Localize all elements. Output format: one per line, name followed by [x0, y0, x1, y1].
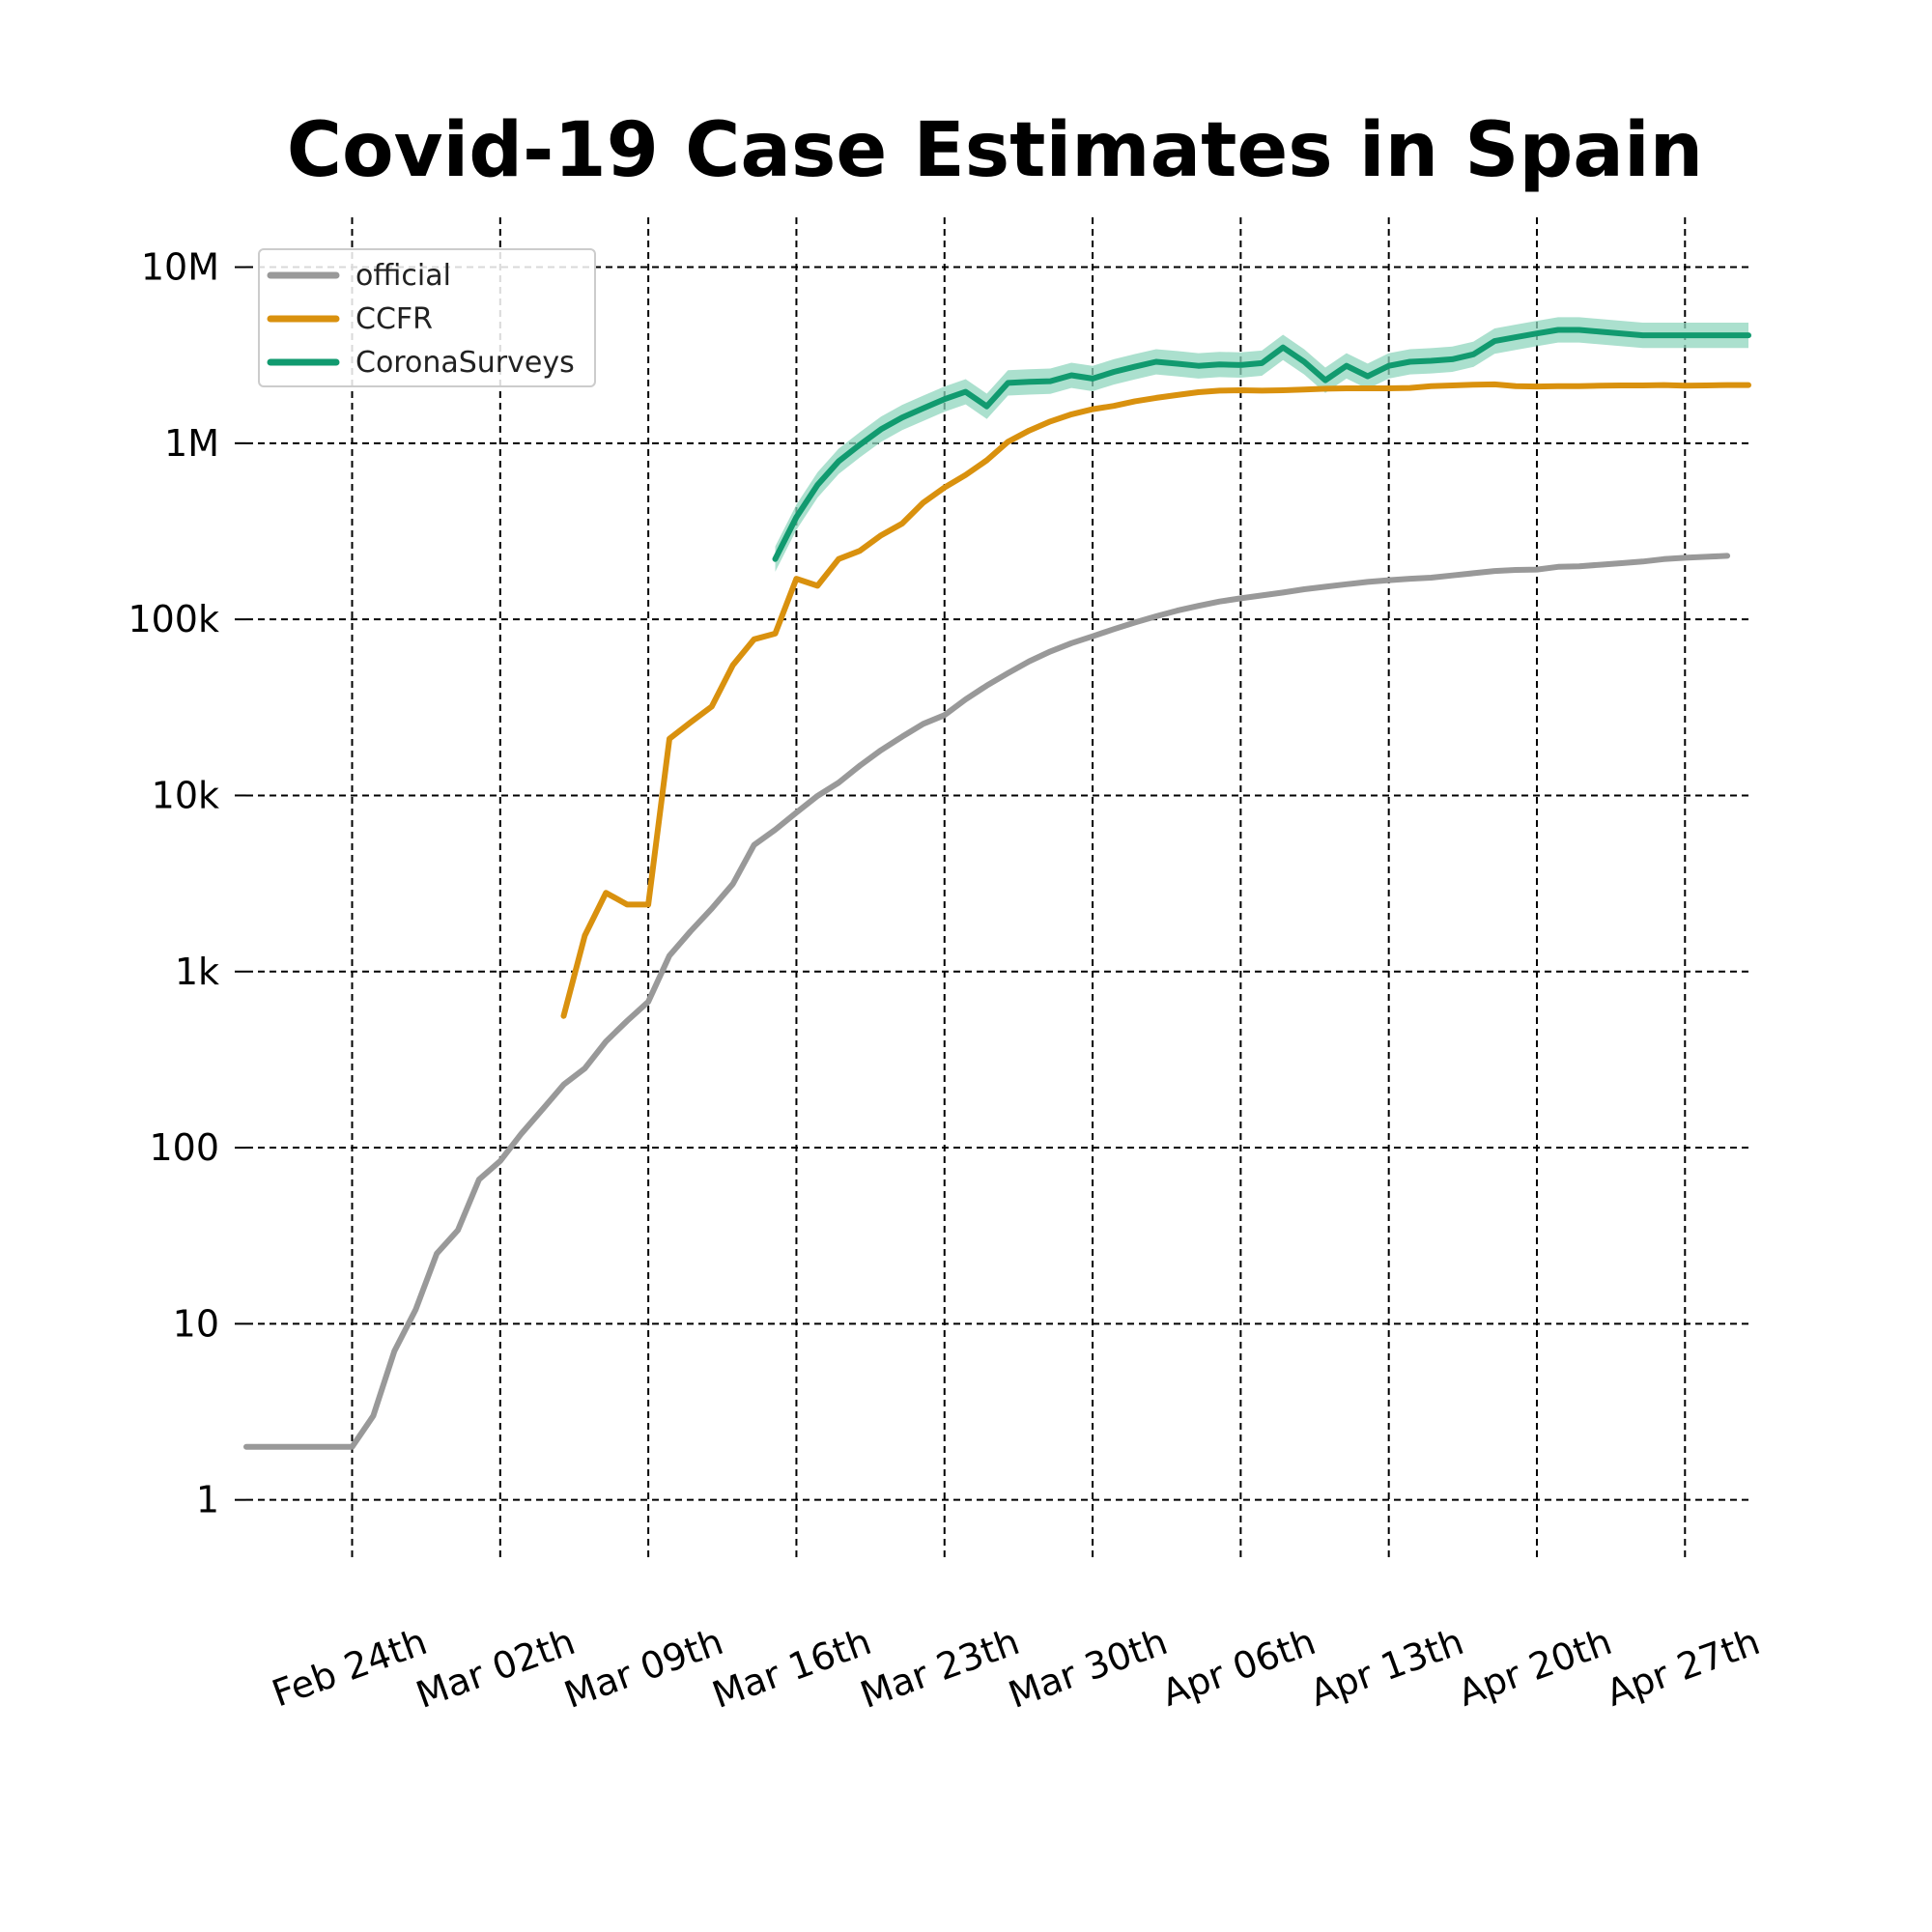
y-tick-label: 100k: [128, 598, 219, 640]
x-tick-label: Apr 06th: [1156, 1620, 1321, 1715]
y-tick-label: 1M: [164, 422, 219, 465]
series-line-official: [243, 553, 1731, 1450]
legend: official CCFR CoronaSurveys: [258, 248, 596, 387]
x-tick-label: Feb 24th: [267, 1620, 433, 1715]
series-line-ccfr: [560, 381, 1751, 1019]
series-line-coronasurveys: [772, 327, 1751, 562]
legend-label-official: official: [355, 259, 451, 293]
legend-label-ccfr: CCFR: [355, 302, 433, 336]
y-tick-label: 1: [196, 1479, 219, 1521]
x-tick-label: Mar 02th: [411, 1620, 581, 1717]
chart-title: Covid-19 Case Estimates in Spain: [287, 107, 1703, 194]
y-tick-label: 10: [173, 1302, 219, 1345]
series-layer: [243, 327, 1751, 1450]
confidence-band-layer: [775, 317, 1748, 572]
x-tick-label: Apr 20th: [1453, 1620, 1617, 1715]
legend-label-coronasurveys: CoronaSurveys: [355, 346, 575, 380]
legend-box: [258, 248, 596, 387]
y-tick-label: 1k: [175, 951, 219, 993]
x-tick-label: Mar 16th: [707, 1620, 877, 1717]
x-tick-label: Mar 23th: [855, 1620, 1025, 1717]
grid-layer: [246, 217, 1748, 1560]
x-tick-label: Mar 09th: [558, 1620, 728, 1717]
y-tick-label: 100: [149, 1126, 219, 1169]
y-tick-label: 10M: [141, 246, 219, 289]
y-tick-label: 10k: [152, 774, 219, 816]
x-tick-label: Apr 27th: [1601, 1620, 1765, 1715]
x-tick-label: Mar 30th: [1003, 1620, 1173, 1717]
series-band-coronasurveys: [775, 317, 1748, 572]
x-tick-label: Apr 13th: [1305, 1620, 1469, 1715]
